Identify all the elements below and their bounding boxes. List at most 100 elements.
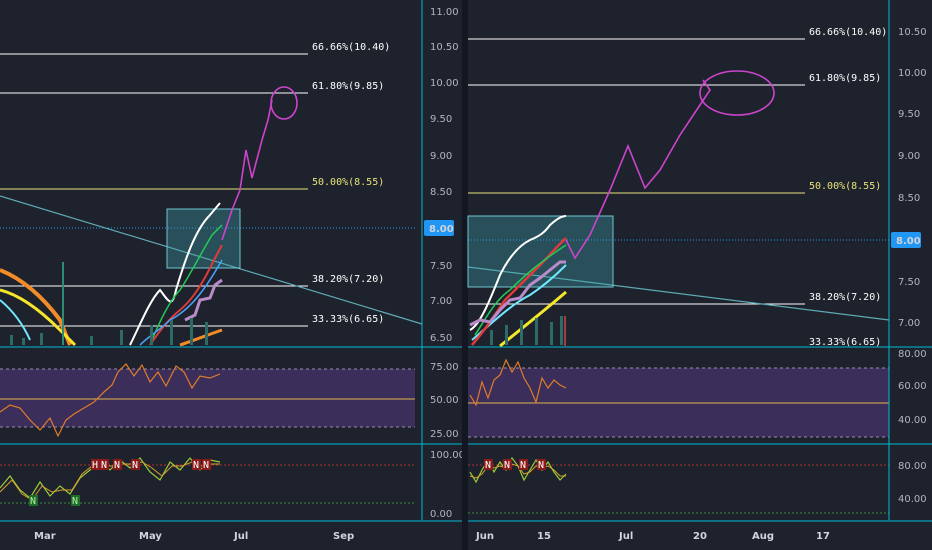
right-fib-label-3: 38.20%(7.20) — [809, 292, 881, 303]
right-projection-path — [565, 79, 711, 260]
left-time-tick-0: Mar — [34, 531, 56, 542]
right-marker-text-1: N — [504, 460, 510, 471]
right-time-tick-4: Aug — [752, 531, 774, 542]
right-volume-bars — [490, 316, 563, 345]
right-marker-text-2: N — [520, 460, 526, 471]
right-rsi-line — [469, 358, 567, 407]
left-fib-label-2: 50.00%(8.55) — [312, 177, 384, 188]
right-rsi-tick-2: 40.00 — [898, 415, 927, 426]
right-osc-tick-1: 40.00 — [898, 494, 927, 505]
left-marker-3 — [131, 459, 140, 470]
right-fib-label-0: 66.66%(10.40) — [809, 27, 887, 38]
right-marker-1 — [503, 459, 512, 470]
left-marker-text-6: N — [30, 496, 36, 507]
left-marker-2 — [113, 459, 122, 470]
left-red-line — [149, 244, 223, 346]
left-price-tick-5: 8.50 — [430, 187, 452, 198]
left-ma-orange — [0, 268, 72, 346]
right-volume-last — [564, 316, 566, 346]
left-marker-text-4: N — [193, 460, 199, 471]
left-chart[interactable]: 66.66%(10.40) 61.80%(9.85) 50.00%(8.55) … — [0, 0, 465, 542]
left-volume-spike — [62, 262, 64, 345]
left-markers: H N N N N N N N — [29, 459, 211, 507]
left-ma-orange-2 — [179, 328, 223, 347]
left-time-tick-1: May — [139, 531, 162, 542]
right-marker-3 — [537, 459, 546, 470]
left-price-tick-1: 10.50 — [430, 42, 459, 53]
left-marker-text-0: H — [92, 460, 98, 471]
right-time-tick-0: Jun — [475, 531, 494, 542]
right-price-tick-7: 7.00 — [898, 318, 920, 329]
left-rsi-tick-2: 25.00 — [430, 429, 459, 440]
left-marker-text-7: N — [72, 496, 78, 507]
left-time-tick-3: Sep — [333, 531, 354, 542]
left-current-price-text: 8.00 — [429, 224, 454, 235]
right-marker-2 — [519, 459, 528, 470]
left-price-tick-9: 6.50 — [430, 333, 452, 344]
right-marker-text-3: N — [538, 460, 544, 471]
right-markers: N N N N — [484, 459, 546, 471]
right-rsi-tick-0: 80.00 — [898, 349, 927, 360]
right-highlight-box[interactable] — [467, 215, 614, 288]
left-marker-text-3: N — [132, 460, 138, 471]
right-price-tick-6: 7.50 — [898, 277, 920, 288]
left-fib-label-0: 66.66%(10.40) — [312, 42, 390, 53]
left-marker-1 — [100, 459, 109, 470]
left-marker-text-2: N — [114, 460, 120, 471]
right-chart[interactable]: 66.66%(10.40) 61.80%(9.85) 50.00%(8.55) … — [467, 0, 932, 542]
left-rsi-tick-1: 50.00 — [430, 395, 459, 406]
left-fib-label-1: 61.80%(9.85) — [312, 81, 384, 92]
left-rsi-line — [0, 363, 221, 438]
left-marker-4 — [192, 459, 201, 470]
left-price-tick-2: 10.00 — [430, 78, 459, 89]
left-trendline[interactable] — [0, 195, 423, 325]
left-marker-7 — [71, 495, 80, 506]
right-fib-label-4: 33.33%(6.65) — [809, 337, 881, 348]
right-price-tick-4: 8.50 — [898, 193, 920, 204]
right-trendline[interactable] — [467, 266, 890, 321]
left-fib-label-4: 33.33%(6.65) — [312, 314, 384, 325]
left-fib-label-3: 38.20%(7.20) — [312, 274, 384, 285]
left-marker-text-5: N — [203, 460, 209, 471]
left-marker-0 — [91, 459, 100, 470]
left-current-price-badge — [424, 220, 454, 236]
left-price-tick-0: 11.00 — [430, 7, 459, 18]
right-upper-band — [469, 215, 567, 331]
left-ma-yellow — [0, 288, 77, 347]
right-rsi-tick-1: 60.00 — [898, 381, 927, 392]
left-target-circle — [270, 86, 298, 120]
right-marker-text-0: N — [485, 460, 491, 471]
right-price-tick-2: 9.50 — [898, 109, 920, 120]
left-time-tick-2: Jul — [233, 531, 248, 542]
left-price-tick-3: 9.50 — [430, 114, 452, 125]
right-current-price-text: 8.00 — [896, 236, 921, 247]
chart-divider[interactable] — [462, 0, 468, 550]
right-price-tick-0: 10.50 — [898, 27, 927, 38]
left-purple-line — [184, 278, 223, 322]
left-osc-tick-0: 100.00 — [430, 450, 465, 461]
right-time-tick-1: 15 — [537, 531, 551, 542]
left-green-line — [149, 224, 223, 346]
right-purple-line — [469, 260, 566, 327]
left-marker-6 — [29, 495, 38, 506]
left-highlight-box[interactable] — [166, 208, 241, 269]
left-price-tick-7: 7.50 — [430, 261, 452, 272]
left-osc-tick-1: 0.00 — [430, 509, 452, 520]
left-marker-5 — [202, 459, 211, 470]
left-price-tick-8: 7.00 — [430, 296, 452, 307]
right-fib-label-2: 50.00%(8.55) — [809, 181, 881, 192]
left-volume-bars — [10, 318, 208, 345]
left-ma-cyan — [0, 299, 31, 341]
right-marker-0 — [484, 459, 493, 470]
right-osc-tick-0: 80.00 — [898, 461, 927, 472]
right-price-tick-1: 10.00 — [898, 68, 927, 79]
left-projection-path — [221, 99, 273, 241]
right-price-tick-3: 9.00 — [898, 151, 920, 162]
right-current-price-badge — [891, 232, 921, 248]
left-marker-text-1: N — [101, 460, 107, 471]
left-osc-orange — [0, 461, 220, 501]
right-time-tick-2: Jul — [618, 531, 633, 542]
right-time-tick-5: 17 — [816, 531, 830, 542]
right-target-circle — [699, 70, 775, 116]
